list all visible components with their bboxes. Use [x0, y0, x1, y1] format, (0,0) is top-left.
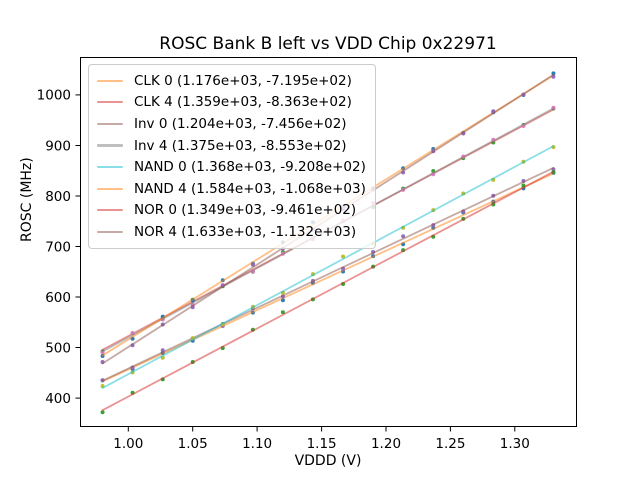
y-tick-label: 600	[45, 290, 71, 306]
data-point	[100, 410, 105, 415]
legend-item-label: NAND 0 (1.368e+03, -9.208e+02)	[134, 159, 366, 176]
axes-frame	[80, 57, 577, 427]
fit-line	[101, 145, 555, 389]
legend-item-label: NOR 4 (1.633e+03, -1.132e+03)	[134, 223, 357, 240]
data-point	[401, 234, 406, 239]
x-tick-label: 1.15	[307, 436, 337, 452]
legend-item: CLK 0 (1.176e+03, -7.195e+02)	[97, 70, 366, 92]
chart-title: ROSC Bank B left vs VDD Chip 0x22971	[159, 34, 497, 54]
series-inv-0	[100, 166, 556, 383]
y-tick-label: 400	[45, 391, 71, 407]
x-tick-label: 1.00	[113, 436, 143, 452]
legend-line-sample	[97, 79, 123, 82]
x-axis-label: VDDD (V)	[294, 453, 362, 469]
y-tick-label: 500	[45, 340, 71, 356]
legend-item: CLK 4 (1.359e+03, -8.363e+02)	[97, 92, 366, 114]
y-tick-label: 900	[45, 138, 71, 154]
y-tick-label: 700	[45, 239, 71, 255]
legend-item: NOR 0 (1.349e+03, -9.461e+02)	[97, 200, 366, 222]
series-nor-0	[100, 170, 556, 415]
series-nand-0	[100, 145, 556, 389]
legend-item-label: Inv 4 (1.375e+03, -8.553e+02)	[134, 137, 347, 154]
legend-item-label: CLK 4 (1.359e+03, -8.363e+02)	[134, 94, 352, 111]
legend-item-label: NOR 0 (1.349e+03, -9.461e+02)	[134, 202, 357, 219]
legend-item: Inv 4 (1.375e+03, -8.553e+02)	[97, 135, 366, 157]
y-tick-label: 800	[45, 189, 71, 205]
legend-line-sample	[97, 166, 123, 169]
x-tick-label: 1.25	[435, 436, 465, 452]
legend-line-sample	[97, 101, 123, 104]
legend: CLK 0 (1.176e+03, -7.195e+02) CLK 4 (1.35…	[88, 64, 376, 249]
legend-item-label: CLK 0 (1.176e+03, -7.195e+02)	[134, 72, 352, 89]
legend-item: Inv 0 (1.204e+03, -7.456e+02)	[97, 113, 366, 135]
x-tick-label: 1.10	[242, 436, 272, 452]
legend-item-label: Inv 0 (1.204e+03, -7.456e+02)	[134, 115, 347, 132]
x-tick-label: 1.05	[178, 436, 208, 452]
fit-line	[101, 170, 555, 412]
legend-line-sample	[97, 230, 123, 234]
legend-item: NOR 4 (1.633e+03, -1.132e+03)	[97, 221, 366, 243]
legend-line-sample	[97, 122, 123, 126]
x-tick-label: 1.30	[500, 436, 530, 452]
legend-item: NAND 4 (1.584e+03, -1.068e+03)	[97, 178, 366, 200]
fit-line	[101, 166, 555, 382]
legend-line-sample	[97, 187, 123, 190]
y-tick-label: 1000	[37, 88, 71, 104]
legend-line-sample	[97, 209, 123, 212]
legend-item-label: NAND 4 (1.584e+03, -1.068e+03)	[134, 180, 366, 197]
legend-line-sample	[97, 144, 123, 147]
x-tick-label: 1.20	[371, 436, 401, 452]
legend-item: NAND 0 (1.368e+03, -9.208e+02)	[97, 156, 366, 178]
